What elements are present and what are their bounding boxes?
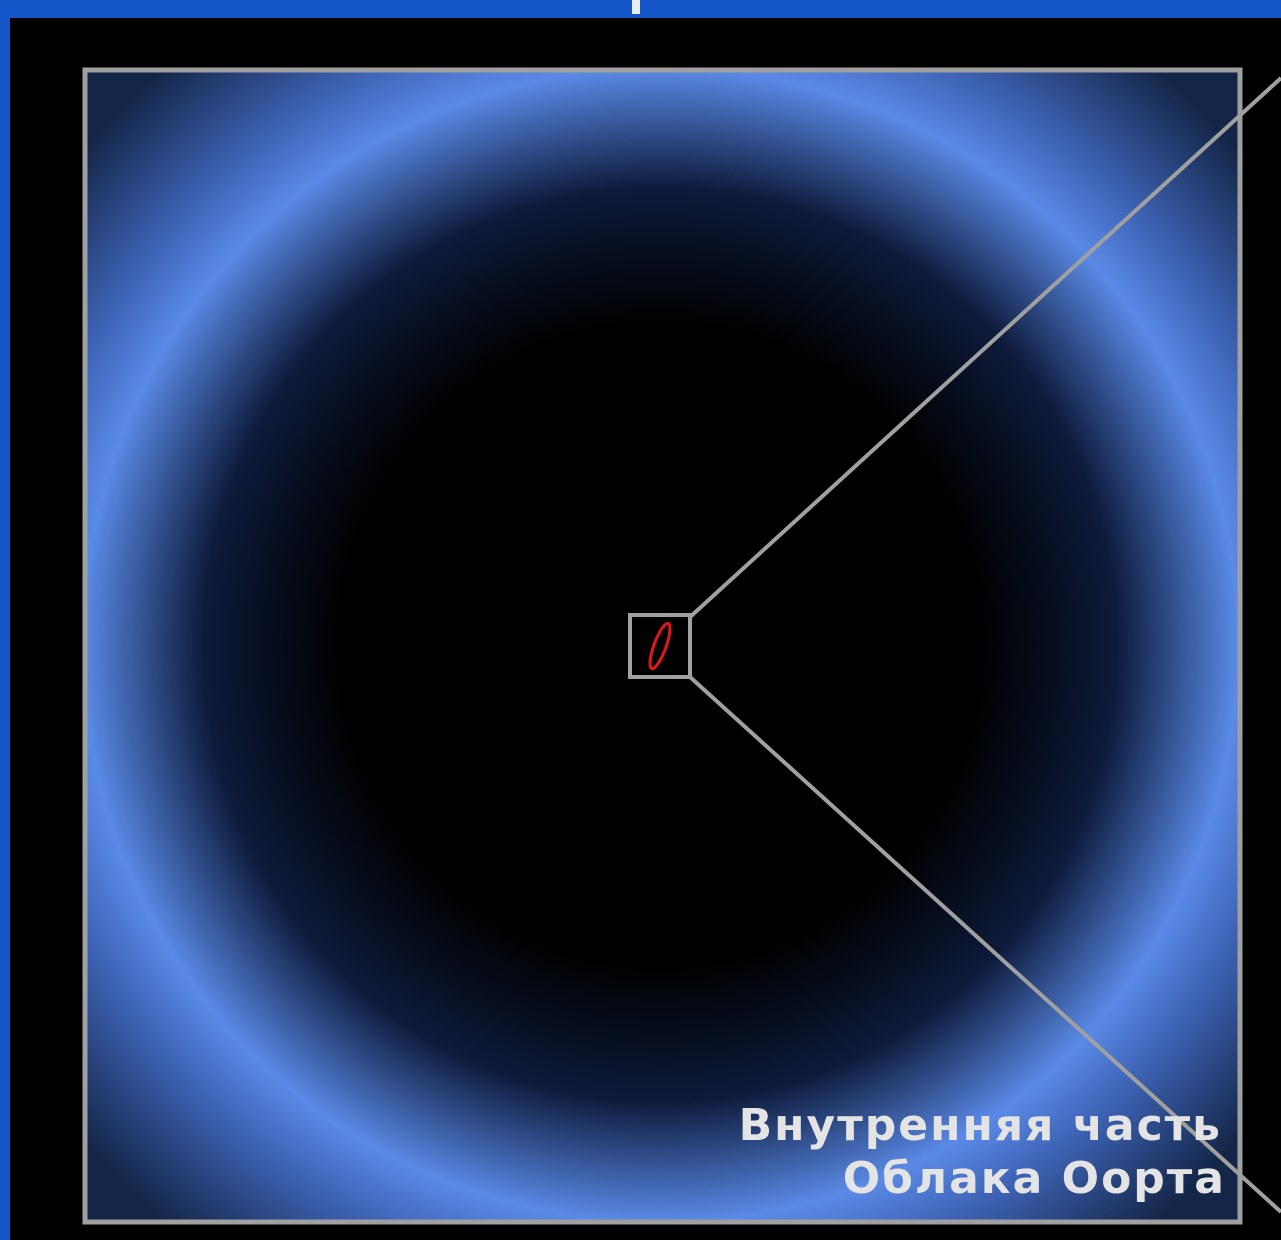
solar-system-box [630,615,690,677]
oort-cloud-diagram: Внутренняя часть Облака Оорта [0,0,1281,1240]
page: {"label": {"lines": ["Внутренняя часть",… [0,0,1281,1240]
label-line: Внутренняя часть [739,1100,1222,1151]
label-line: Облака Оорта [843,1153,1226,1204]
top-bar [0,0,1281,16]
top-marker [632,0,640,14]
